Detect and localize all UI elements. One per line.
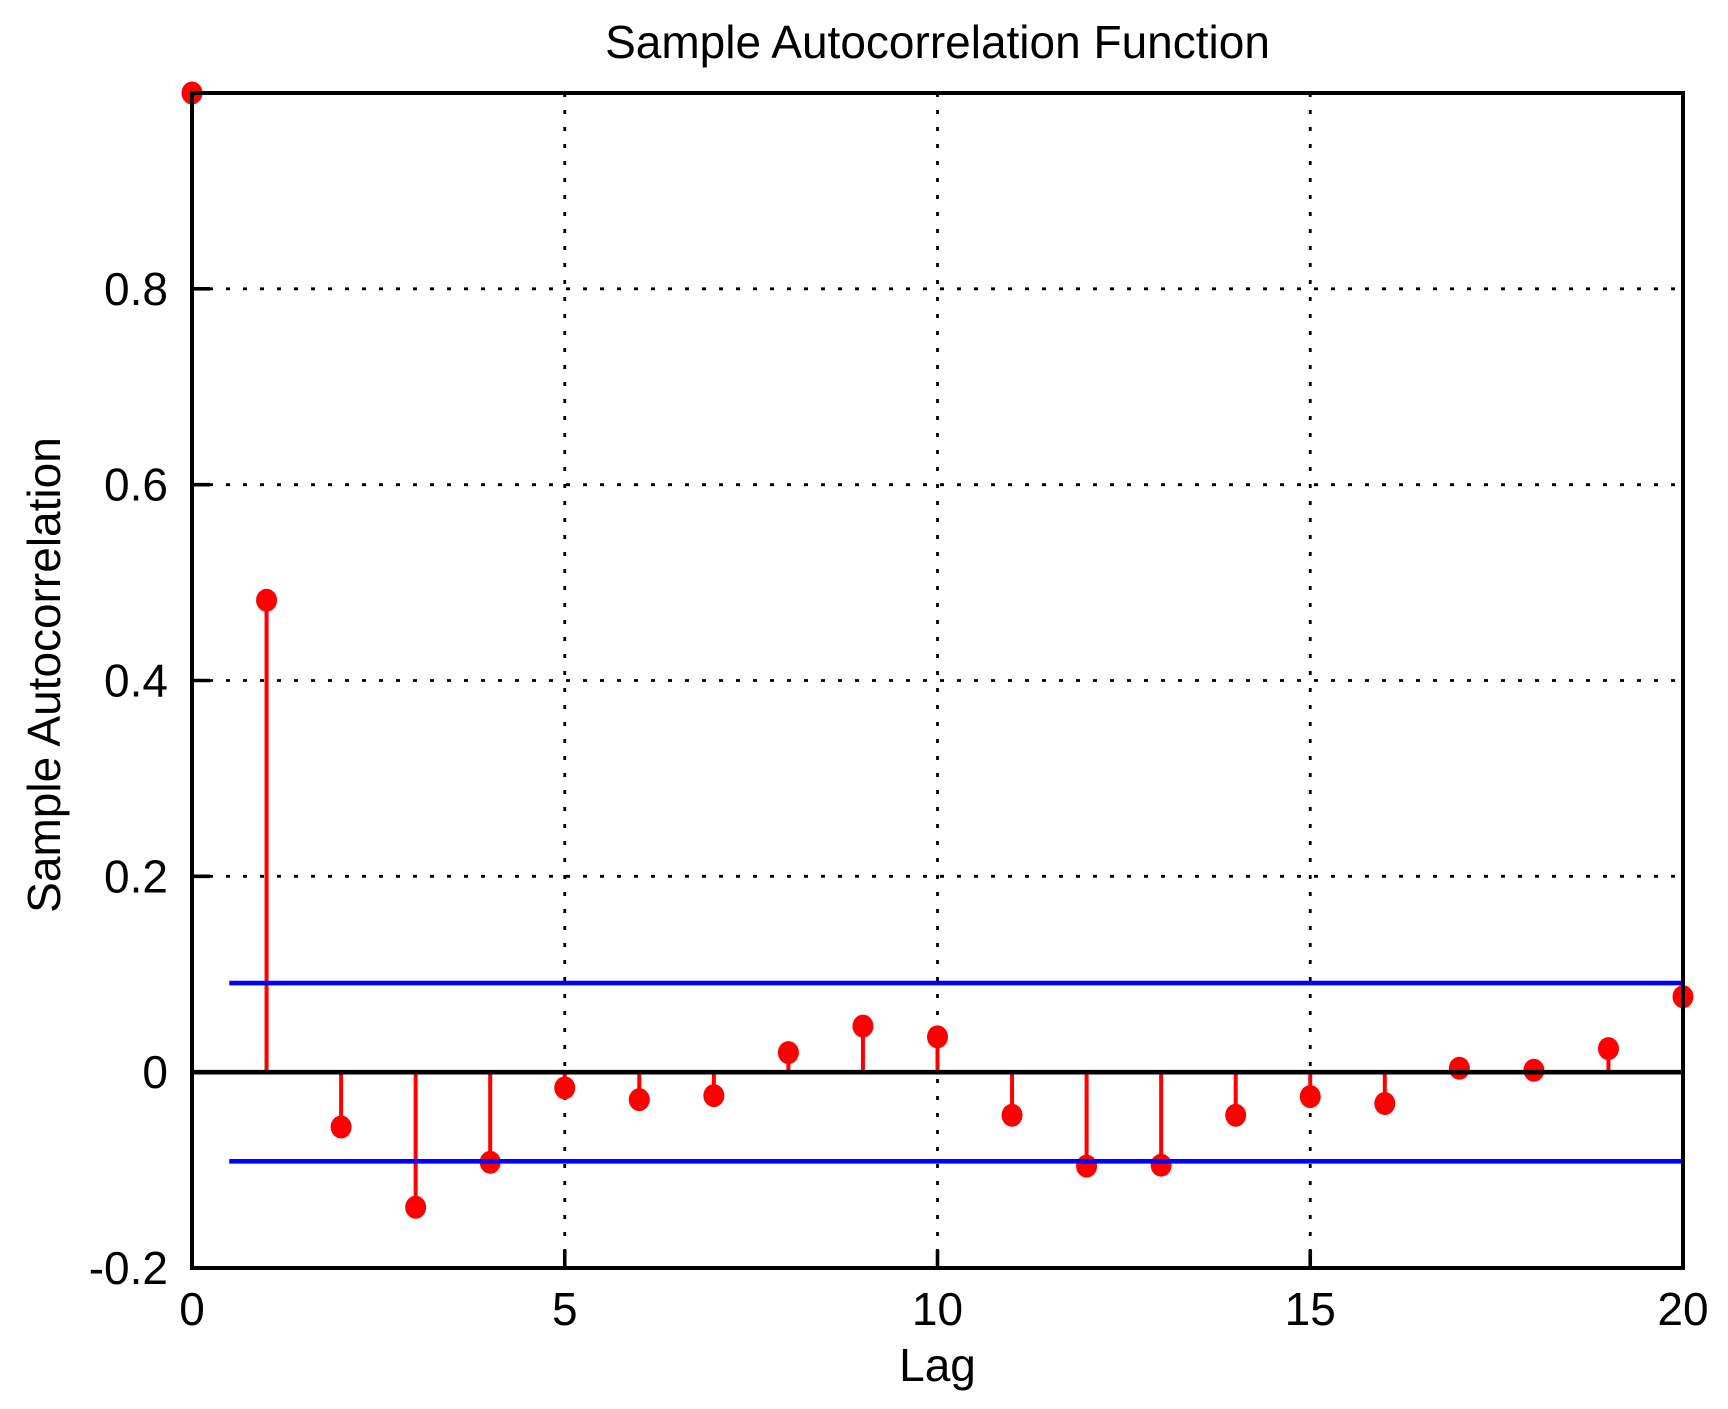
data-point-marker [927, 1025, 948, 1049]
data-point-marker [554, 1076, 576, 1100]
data-point-marker [628, 1088, 650, 1112]
data-point-marker [1150, 1153, 1172, 1177]
y-tick-label: -0.2 [89, 1242, 168, 1294]
x-tick-label: 0 [179, 1283, 205, 1335]
data-point-marker [1076, 1154, 1098, 1178]
y-tick-label: 0 [142, 1046, 168, 1098]
y-tick-label: 0.8 [104, 263, 168, 315]
axes-box [190, 91, 1685, 1270]
x-tick-label: 15 [1285, 1283, 1336, 1335]
y-tick-label: 0.6 [104, 459, 168, 511]
data-point-marker [1374, 1092, 1396, 1115]
x-tick-label: 10 [912, 1283, 963, 1335]
data-point-marker [852, 1014, 874, 1038]
data-point-marker [1001, 1103, 1023, 1127]
data-point-marker [1299, 1085, 1321, 1109]
y-tick-label: 0.2 [104, 850, 168, 902]
x-tick-label: 20 [1657, 1283, 1708, 1335]
data-point-marker [777, 1041, 799, 1065]
data-point-marker [256, 588, 278, 612]
y-tick-label: 0.4 [104, 655, 168, 707]
data-point-marker [703, 1084, 725, 1108]
x-tick-label: 5 [552, 1283, 578, 1335]
data-point-marker [405, 1195, 427, 1219]
data-point-marker [1225, 1103, 1247, 1127]
chart-title: Sample Autocorrelation Function [605, 16, 1270, 68]
x-axis-label: Lag [899, 1339, 976, 1391]
data-point-marker [330, 1115, 352, 1139]
data-point-marker [1448, 1056, 1470, 1080]
y-axis-label: Sample Autocorrelation [18, 437, 70, 913]
data-point-marker [1597, 1037, 1619, 1061]
